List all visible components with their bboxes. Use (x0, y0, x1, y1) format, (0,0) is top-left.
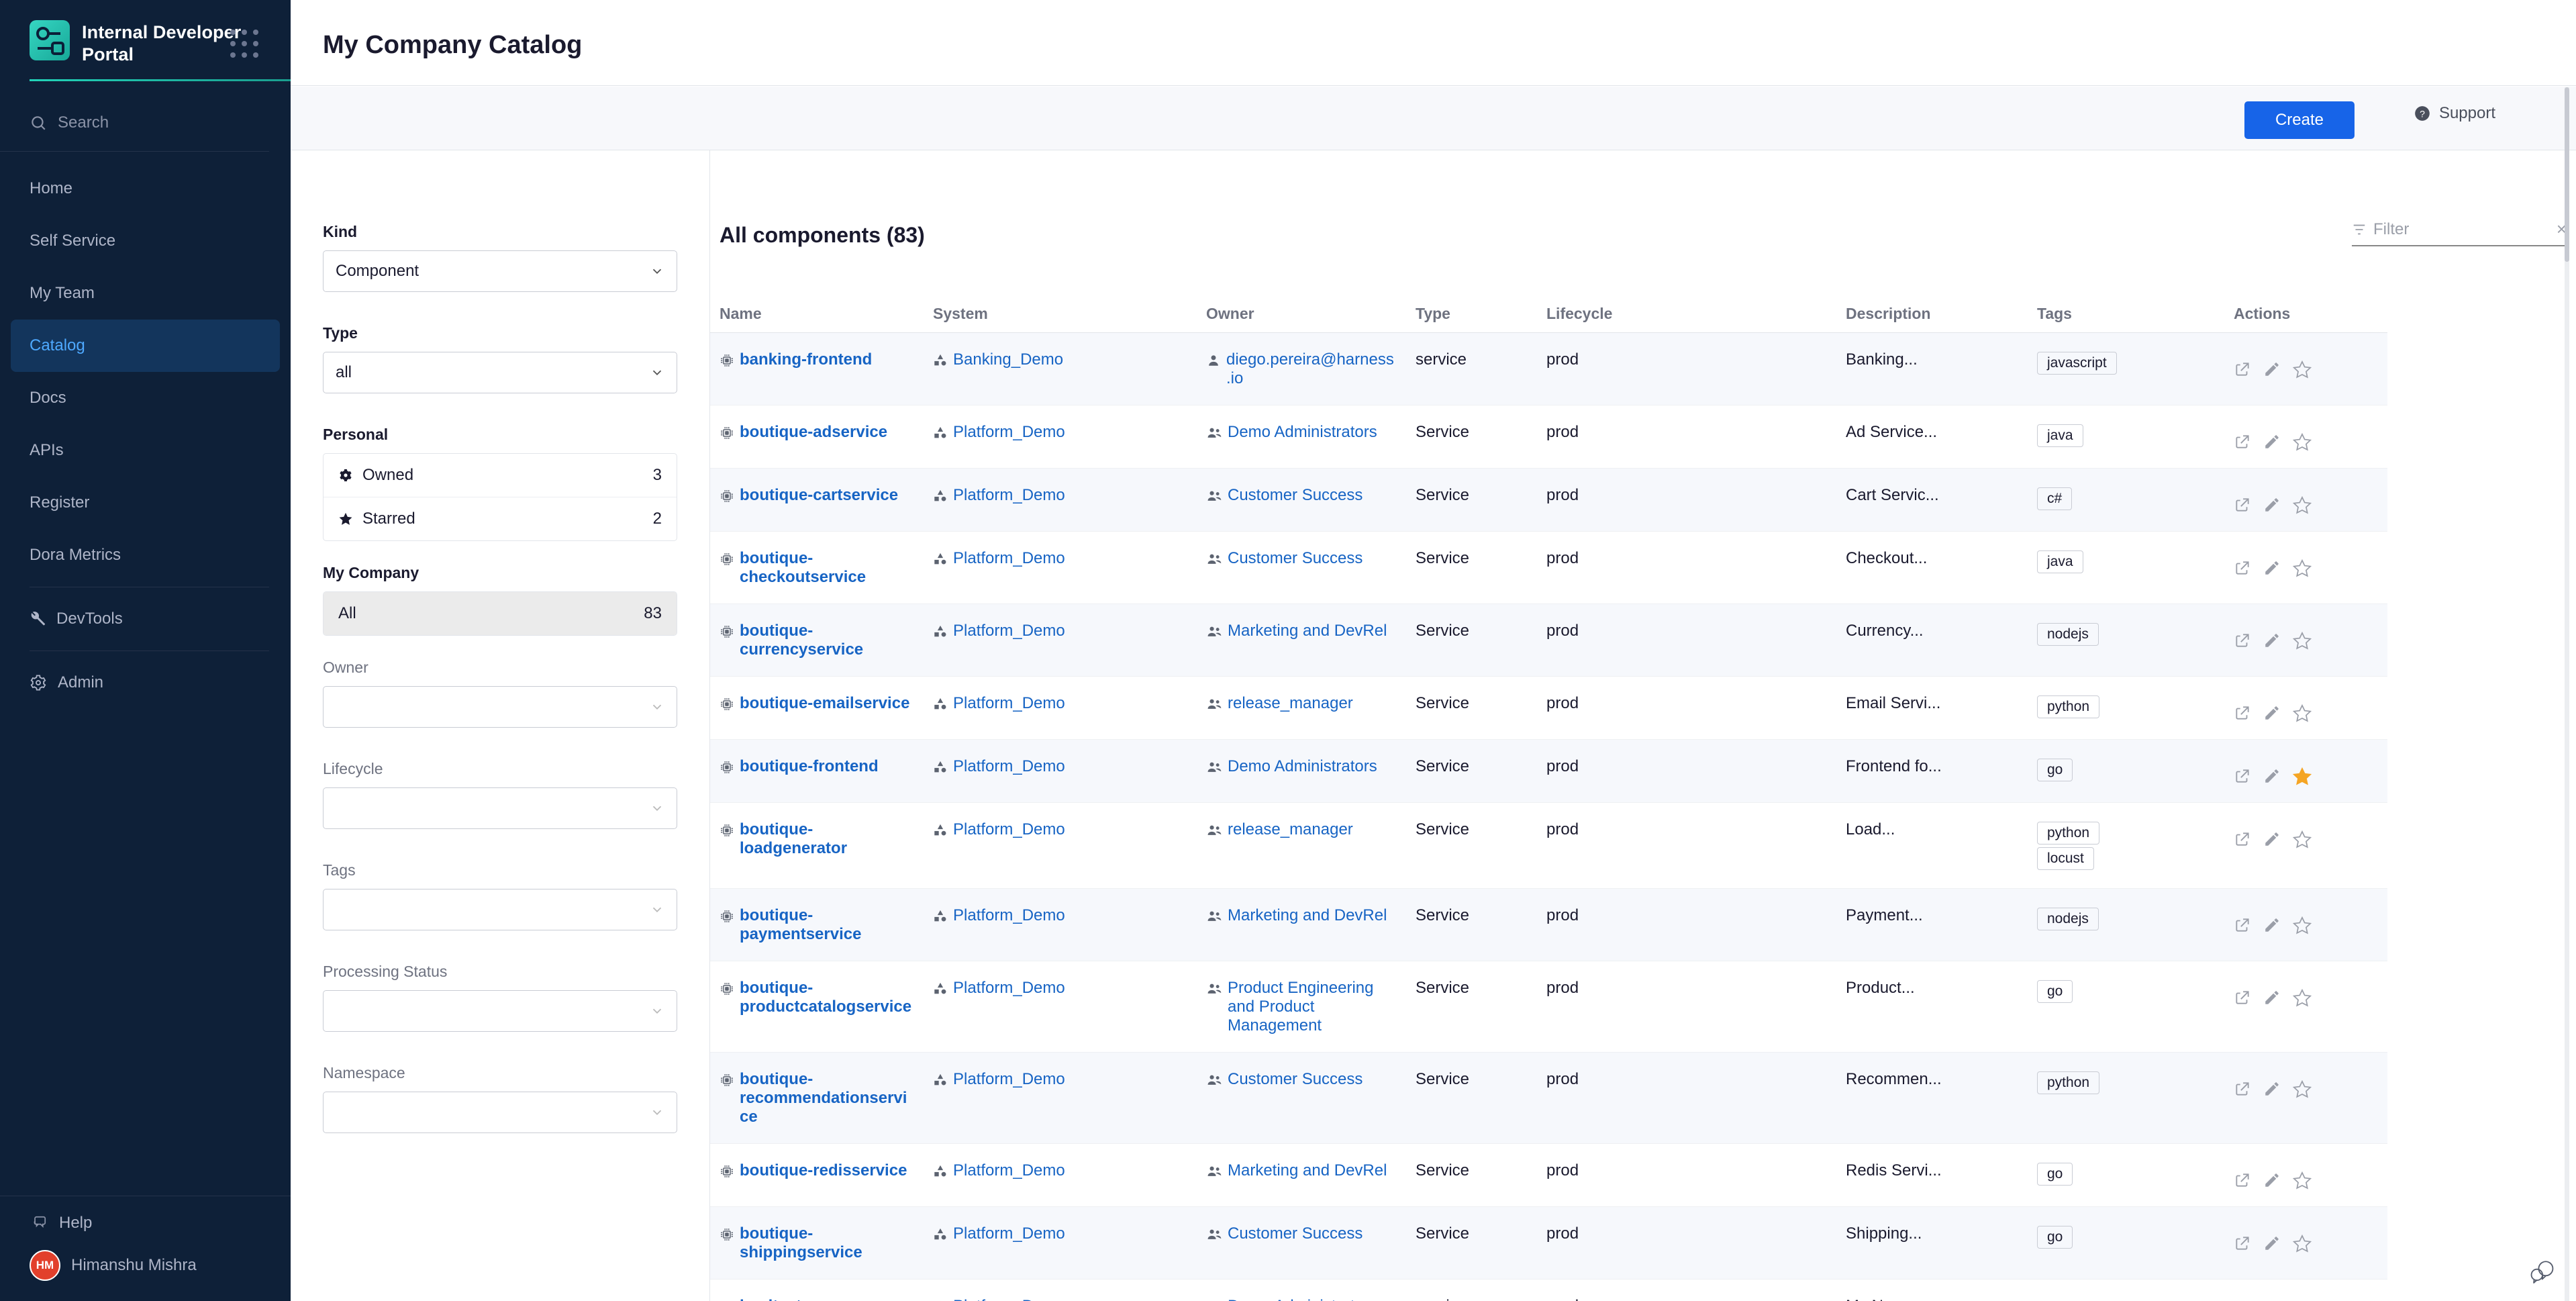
svg-text:?: ? (2420, 108, 2425, 119)
